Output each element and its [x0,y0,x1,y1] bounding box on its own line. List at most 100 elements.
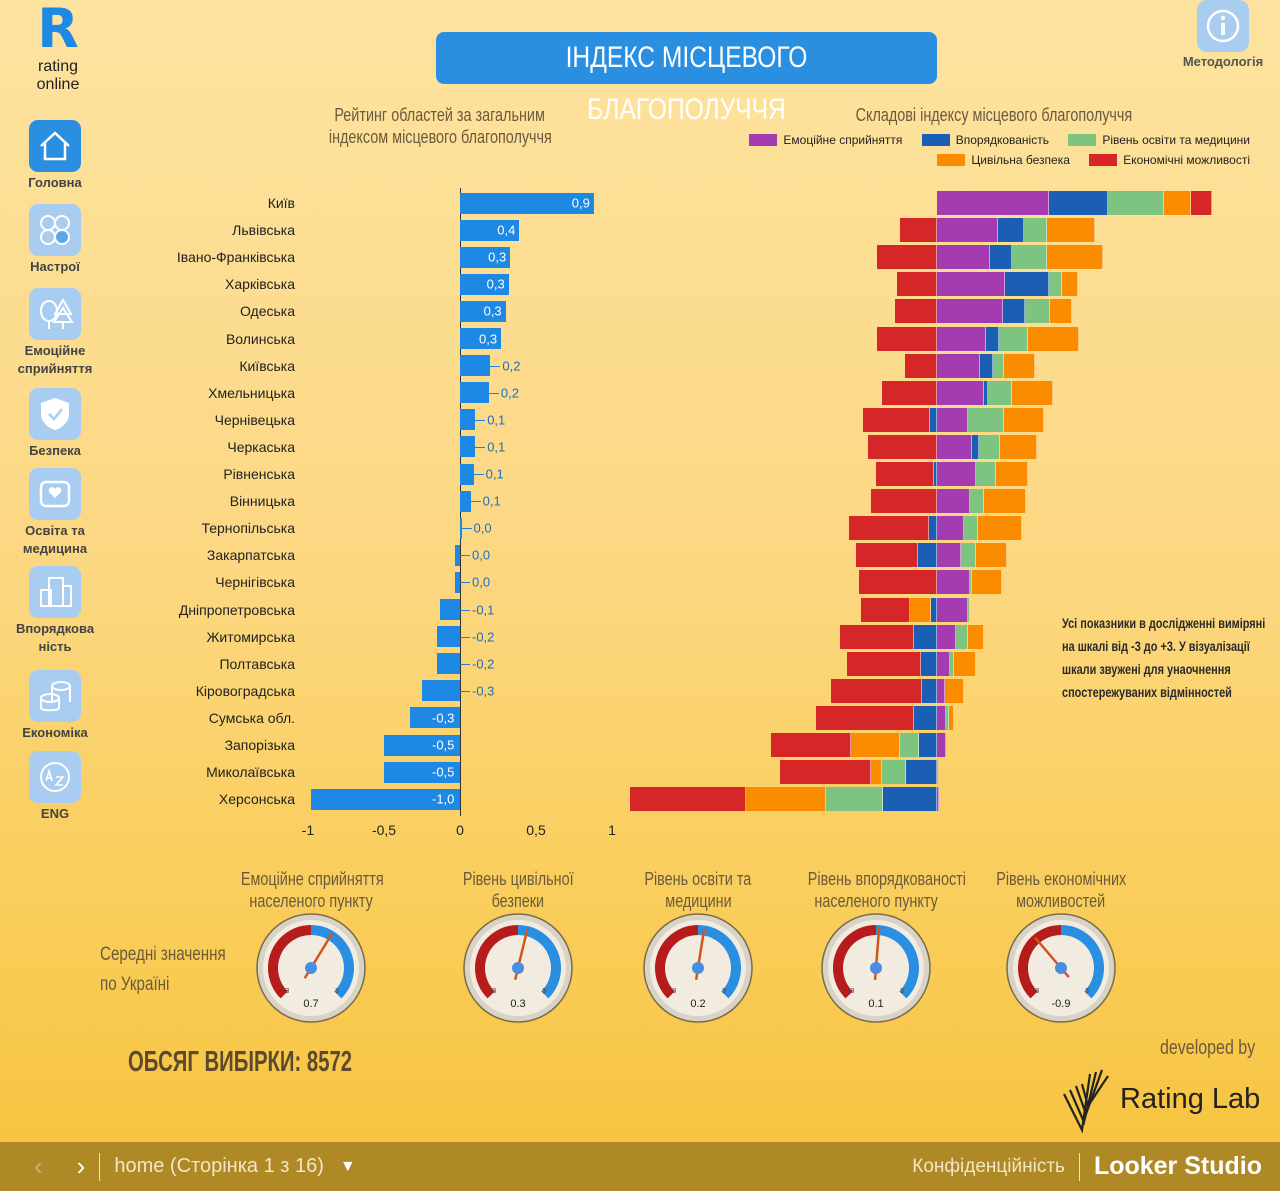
segment-order[interactable] [984,380,988,405]
segment-education[interactable] [1108,191,1164,215]
segment-safety[interactable] [1050,299,1072,324]
ranking-bar[interactable] [460,517,462,539]
ranking-bar[interactable] [422,680,460,702]
sidebar-item-0[interactable]: Головна [8,120,102,192]
segment-order[interactable] [906,760,937,785]
chevron-down-icon[interactable]: ▼ [339,1157,356,1175]
segment-safety[interactable] [1047,218,1095,243]
segment-economic[interactable] [863,407,930,432]
segment-education[interactable] [968,597,970,622]
segment-education[interactable] [988,380,1012,405]
segment-emotional[interactable] [937,787,939,812]
segment-education[interactable] [1024,218,1047,243]
segment-economic[interactable] [849,516,929,541]
segment-economic[interactable] [861,597,910,622]
segment-safety[interactable] [1164,191,1191,215]
segment-order[interactable] [914,705,937,730]
sidebar-item-1[interactable]: Настрої [8,204,102,276]
segment-order[interactable] [914,624,937,649]
privacy-link[interactable]: Конфіденційність [912,1155,1065,1177]
ranking-bar[interactable] [460,273,509,295]
segment-economic[interactable] [900,218,937,243]
segment-order[interactable] [931,597,937,622]
ranking-bar[interactable] [311,788,460,810]
segment-emotional[interactable] [937,218,998,243]
ranking-bar[interactable] [460,436,476,458]
segment-safety[interactable] [1047,245,1103,270]
segment-economic[interactable] [840,624,914,649]
ranking-bar[interactable] [460,328,502,349]
segment-education[interactable] [826,787,883,812]
segment-safety[interactable] [945,678,964,703]
segment-safety[interactable] [954,651,976,676]
ranking-bar[interactable] [460,463,474,485]
ranking-bar[interactable] [460,219,520,241]
ranking-bar[interactable] [460,490,471,512]
segment-safety[interactable] [996,462,1028,486]
segment-safety[interactable] [871,760,882,785]
segment-emotional[interactable] [937,272,1005,297]
ranking-bar[interactable] [460,300,506,322]
sidebar-item-2[interactable]: Емоційне сприйняття [8,288,102,378]
segment-education[interactable] [976,462,996,486]
sidebar-item-4[interactable]: Освіта та медицина [8,468,102,558]
segment-order[interactable] [1005,272,1049,297]
segment-order[interactable] [998,218,1024,243]
segment-safety[interactable] [976,543,1007,568]
segment-education[interactable] [1012,245,1047,270]
segment-emotional[interactable] [937,299,1003,324]
legend-safety[interactable]: Цивільна безпека [937,150,1070,170]
ranking-bar[interactable] [460,355,491,377]
rating-online-logo[interactable]: R rating online [28,0,88,94]
next-page-icon[interactable]: › [76,1151,86,1181]
segment-emotional[interactable] [937,543,961,568]
ranking-bar[interactable] [409,707,460,729]
segment-education[interactable] [961,543,976,568]
segment-emotional[interactable] [937,380,984,405]
segment-education[interactable] [999,326,1028,351]
segment-safety[interactable] [1028,326,1079,351]
segment-emotional[interactable] [937,434,972,459]
segment-economic[interactable] [771,733,851,757]
segment-education[interactable] [950,651,954,676]
segment-emotional[interactable] [937,651,950,676]
segment-education[interactable] [1025,299,1050,324]
segment-emotional[interactable] [937,245,990,270]
segment-emotional[interactable] [937,353,980,378]
segment-safety[interactable] [1004,407,1044,432]
segment-safety[interactable] [1004,353,1035,378]
segment-order[interactable] [883,787,937,812]
segment-emotional[interactable] [937,570,970,595]
segment-order[interactable] [929,516,937,541]
segment-safety[interactable] [978,516,1022,541]
segment-economic[interactable] [877,326,937,351]
legend-economic[interactable]: Економічні можливості [1089,150,1250,170]
segment-economic[interactable] [780,760,871,785]
segment-emotional[interactable] [937,760,938,785]
segment-safety[interactable] [746,787,826,812]
segment-education[interactable] [979,434,1000,459]
segment-economic[interactable] [831,678,922,703]
segment-economic[interactable] [630,787,746,812]
segment-safety[interactable] [1062,272,1078,297]
segment-order[interactable] [980,353,993,378]
segment-economic[interactable] [1191,191,1212,215]
segment-order[interactable] [1049,191,1108,215]
segment-education[interactable] [946,705,949,730]
sidebar-item-3[interactable]: Безпека [8,388,102,460]
ranking-bar[interactable] [437,626,460,648]
segment-economic[interactable] [856,543,918,568]
segment-safety[interactable] [1000,434,1037,459]
segment-safety[interactable] [1012,380,1053,405]
ranking-bar[interactable] [460,246,511,268]
segment-economic[interactable] [877,245,937,270]
segment-economic[interactable] [905,353,937,378]
segment-emotional[interactable] [937,462,976,486]
segment-safety[interactable] [968,624,984,649]
segment-economic[interactable] [871,489,937,514]
segment-economic[interactable] [868,434,937,459]
segment-emotional[interactable] [937,705,946,730]
ranking-bar[interactable] [455,571,460,593]
segment-safety[interactable] [910,597,931,622]
segment-emotional[interactable] [937,326,986,351]
